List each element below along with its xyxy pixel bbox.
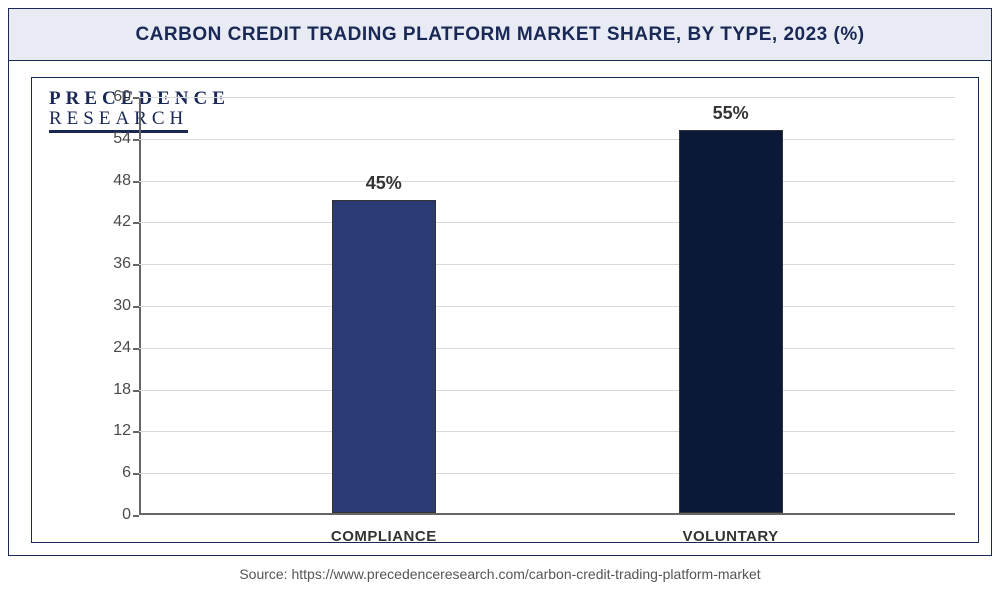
bar-voluntary xyxy=(679,130,783,513)
y-axis-label: 30 xyxy=(93,297,131,315)
y-axis-label: 18 xyxy=(93,381,131,399)
grid-line xyxy=(139,473,955,474)
category-label: COMPLIANCE xyxy=(284,528,484,545)
y-axis-label: 60 xyxy=(93,88,131,106)
grid-line xyxy=(139,306,955,307)
y-tick xyxy=(133,97,139,99)
bar-value-label: 45% xyxy=(314,173,454,194)
y-axis-label: 24 xyxy=(93,339,131,357)
grid-line xyxy=(139,390,955,391)
x-axis xyxy=(139,513,955,515)
grid-line xyxy=(139,181,955,182)
y-tick xyxy=(133,431,139,433)
y-tick xyxy=(133,390,139,392)
grid-line xyxy=(139,97,955,98)
y-tick xyxy=(133,473,139,475)
y-axis-label: 36 xyxy=(93,255,131,273)
grid-line xyxy=(139,264,955,265)
grid-line xyxy=(139,348,955,349)
y-axis-label: 48 xyxy=(93,172,131,190)
y-tick xyxy=(133,181,139,183)
y-tick xyxy=(133,264,139,266)
chart-outer-frame: CARBON CREDIT TRADING PLATFORM MARKET SH… xyxy=(8,8,992,556)
grid-line xyxy=(139,431,955,432)
source-caption: Source: https://www.precedenceresearch.c… xyxy=(0,566,1000,582)
bar-value-label: 55% xyxy=(661,103,801,124)
grid-line xyxy=(139,139,955,140)
y-axis-label: 42 xyxy=(93,213,131,231)
category-label: VOLUNTARY xyxy=(631,528,831,545)
bar-chart-plot: 0612182430364248546045%COMPLIANCE55%VOLU… xyxy=(139,97,955,515)
chart-header-band: CARBON CREDIT TRADING PLATFORM MARKET SH… xyxy=(9,9,991,61)
y-axis-label: 0 xyxy=(93,506,131,524)
y-tick xyxy=(133,515,139,517)
y-tick xyxy=(133,222,139,224)
y-tick xyxy=(133,348,139,350)
bar-compliance xyxy=(332,200,436,514)
y-tick xyxy=(133,306,139,308)
chart-title: CARBON CREDIT TRADING PLATFORM MARKET SH… xyxy=(135,24,864,46)
y-axis-label: 6 xyxy=(93,464,131,482)
y-tick xyxy=(133,139,139,141)
grid-line xyxy=(139,222,955,223)
y-axis-label: 12 xyxy=(93,422,131,440)
y-axis-label: 54 xyxy=(93,130,131,148)
